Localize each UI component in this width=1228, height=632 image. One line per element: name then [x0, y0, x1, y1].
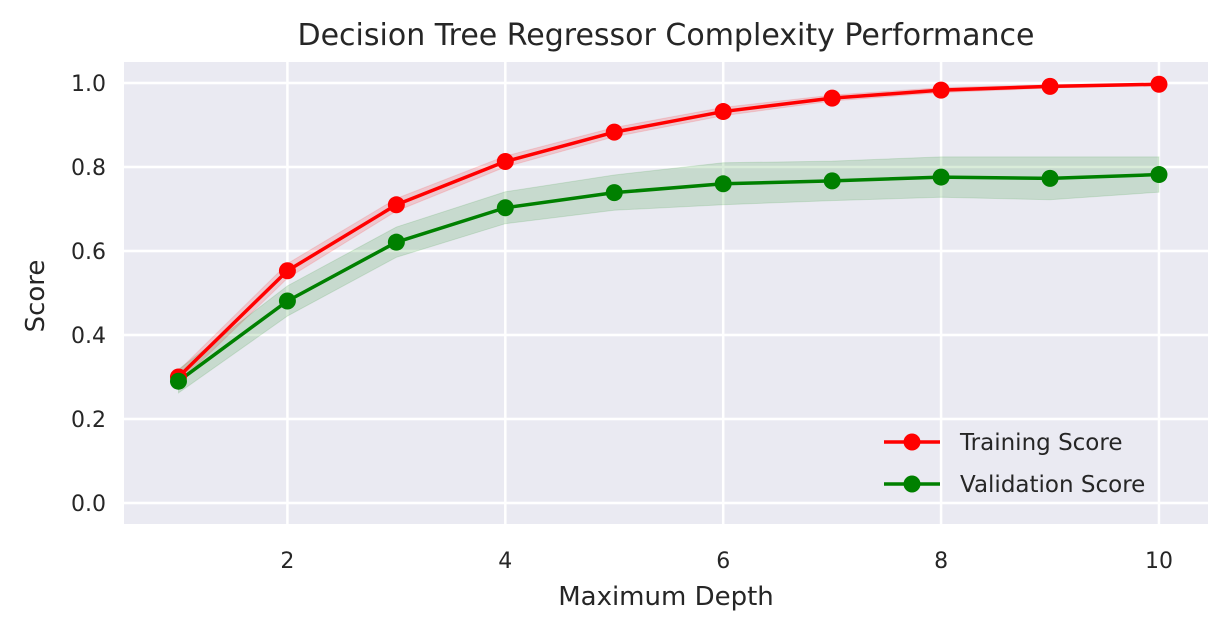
point-validation-score [932, 168, 950, 186]
y-tick-label: 0.6 [71, 240, 106, 265]
y-tick-label: 0.8 [71, 156, 106, 181]
y-axis-label: Score [21, 260, 51, 333]
tick-labels: 2 4 6 8 10 0.0 0.2 0.4 0.6 0.8 1.0 [71, 72, 1173, 574]
legend-label-training: Training Score [959, 430, 1122, 456]
x-tick-label: 2 [280, 549, 294, 574]
point-validation-score [1150, 166, 1168, 184]
point-validation-score [278, 292, 296, 310]
legend-marker-validation [903, 475, 921, 493]
point-training-score [1150, 75, 1168, 93]
point-training-score [932, 81, 950, 99]
x-axis-label: Maximum Depth [558, 582, 774, 612]
point-training-score [278, 262, 296, 280]
point-training-score [1041, 77, 1059, 95]
chart-title: Decision Tree Regressor Complexity Perfo… [298, 18, 1035, 53]
line-validation-score [177, 172, 1160, 383]
x-tick-label: 6 [716, 549, 730, 574]
legend-label-validation: Validation Score [960, 472, 1145, 498]
point-validation-score [714, 175, 732, 193]
point-validation-score [387, 233, 405, 251]
point-training-score [387, 196, 405, 214]
series-lines [177, 82, 1160, 383]
line-training-score [177, 82, 1160, 379]
y-tick-label: 0.4 [71, 324, 106, 349]
point-validation-score [823, 172, 841, 190]
legend-marker-training [903, 433, 921, 451]
y-tick-label: 0.0 [71, 492, 106, 517]
x-tick-label: 4 [498, 549, 512, 574]
point-validation-score [169, 372, 187, 390]
x-tick-label: 8 [934, 549, 948, 574]
series-points [169, 75, 1168, 390]
point-training-score [714, 103, 732, 121]
legend: Training Score Validation Score [884, 430, 1145, 498]
y-tick-label: 0.2 [71, 408, 106, 433]
point-validation-score [496, 199, 514, 217]
point-training-score [823, 89, 841, 107]
y-tick-label: 1.0 [71, 72, 106, 97]
point-validation-score [1041, 169, 1059, 187]
band-validation-score [177, 156, 1160, 394]
grid [124, 62, 1208, 524]
point-training-score [496, 153, 514, 171]
x-tick-label: 10 [1145, 549, 1173, 574]
point-validation-score [605, 184, 623, 202]
point-training-score [605, 123, 623, 141]
